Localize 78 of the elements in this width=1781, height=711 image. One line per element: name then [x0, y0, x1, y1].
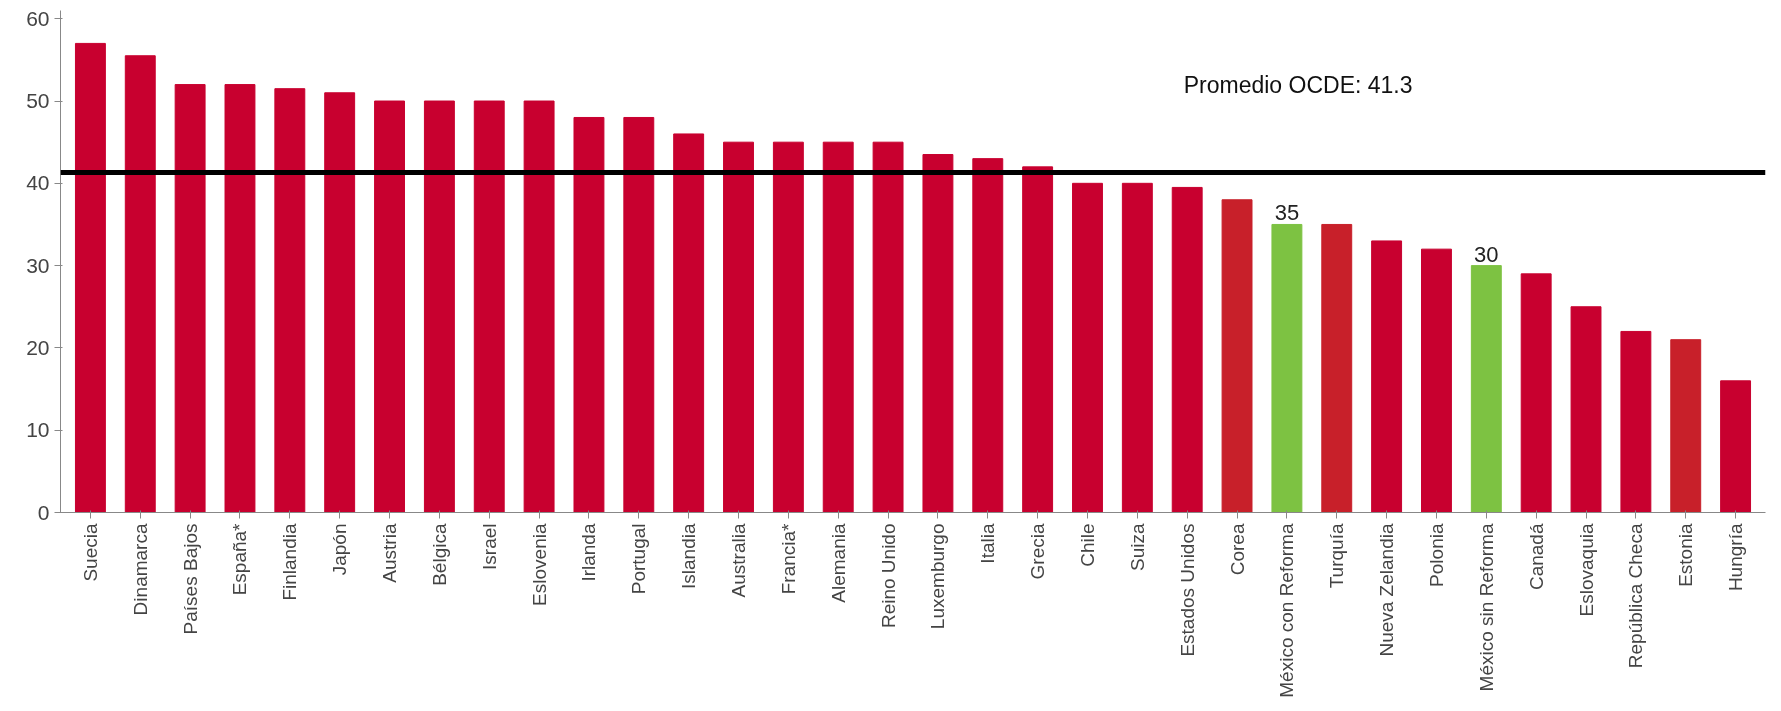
- ref-line-label: Promedio OCDE: 41.3: [1183, 71, 1413, 98]
- bar: [623, 116, 655, 513]
- x-tick-label: Japón: [329, 523, 351, 576]
- x-tick-label: México sin Reforma: [1475, 523, 1497, 692]
- data-label: 30: [1474, 241, 1499, 267]
- bar: [1121, 182, 1153, 513]
- x-tick-label: Suecia: [79, 523, 101, 582]
- x-tick-label: Bélgica: [428, 523, 450, 586]
- bar: [872, 141, 904, 513]
- x-tick-label: Alemania: [827, 523, 849, 603]
- bar: [224, 84, 256, 513]
- x-tick-label: República Checa: [1625, 523, 1647, 669]
- bar: [274, 88, 306, 513]
- x-tick-label: Irlanda: [578, 523, 600, 582]
- bar: [1371, 240, 1403, 513]
- x-tick-label: Corea: [1226, 523, 1248, 576]
- x-tick-label: Italia: [977, 523, 999, 564]
- x-tick-label: Francia*: [777, 522, 799, 595]
- x-tick-label: México con Reforma: [1276, 523, 1298, 698]
- bar: [174, 84, 206, 513]
- x-tick-label: Polonia: [1425, 523, 1447, 587]
- x-tick-label: Austria: [379, 523, 401, 583]
- bar: [922, 154, 954, 513]
- bar: [1570, 306, 1602, 513]
- x-tick-label: Dinamarca: [129, 523, 151, 616]
- bar: [573, 116, 605, 513]
- x-tick-label: Turquía: [1326, 523, 1348, 589]
- bar: [423, 100, 455, 513]
- x-tick-label: Canadá: [1525, 523, 1547, 591]
- bar: [324, 92, 356, 513]
- bar: [1620, 330, 1652, 513]
- x-tick-label: Eslovaquia: [1575, 523, 1597, 617]
- x-tick-label: Finlandia: [279, 523, 301, 601]
- x-tick-label: Nueva Zelandia: [1376, 523, 1398, 657]
- bar: [1072, 182, 1103, 513]
- x-tick-label: Eslovenia: [528, 523, 550, 606]
- bar: [1221, 199, 1253, 513]
- y-tick-label: 20: [26, 335, 50, 359]
- bar: [124, 55, 156, 513]
- x-tick-label: España*: [229, 522, 251, 596]
- x-tick-label: Luxemburgo: [927, 523, 949, 630]
- bar: [1670, 339, 1702, 513]
- y-tick-label: 40: [26, 171, 50, 195]
- data-label: 35: [1274, 200, 1300, 226]
- bar: [972, 158, 1004, 513]
- bar: [523, 100, 555, 513]
- y-tick-label: 0: [37, 500, 50, 524]
- x-tick-label: Reino Unido: [877, 523, 899, 629]
- x-tick-label: Estados Unidos: [1176, 523, 1198, 657]
- y-tick-label: 10: [26, 418, 50, 442]
- bar: [74, 42, 106, 513]
- x-tick-label: Hungría: [1725, 523, 1747, 592]
- x-tick-label: Israel: [478, 523, 500, 570]
- bar: [1022, 166, 1054, 513]
- x-tick-label: Chile: [1076, 523, 1098, 567]
- bar: [723, 141, 754, 513]
- x-tick-label: Suiza: [1126, 523, 1148, 572]
- bar: [374, 100, 405, 513]
- bar: [1271, 223, 1303, 513]
- bar: [1720, 380, 1752, 513]
- bar: [822, 141, 854, 513]
- x-tick-label: Estonia: [1675, 523, 1697, 587]
- bar: [473, 100, 505, 513]
- y-tick-label: 60: [26, 6, 50, 30]
- x-tick-label: Australia: [728, 523, 750, 598]
- bar: [1321, 223, 1353, 513]
- bar: [673, 133, 705, 513]
- y-tick-label: 50: [26, 89, 50, 113]
- bar: [1421, 248, 1452, 513]
- bar: [1470, 265, 1502, 513]
- bar: [772, 141, 804, 513]
- x-tick-label: Grecia: [1027, 523, 1049, 580]
- bar: [1520, 273, 1552, 513]
- x-tick-label: Países Bajos: [179, 523, 201, 635]
- y-tick-label: 30: [26, 253, 50, 277]
- x-tick-label: Islandia: [678, 523, 700, 589]
- bar: [1171, 186, 1203, 513]
- x-tick-label: Portugal: [628, 523, 650, 595]
